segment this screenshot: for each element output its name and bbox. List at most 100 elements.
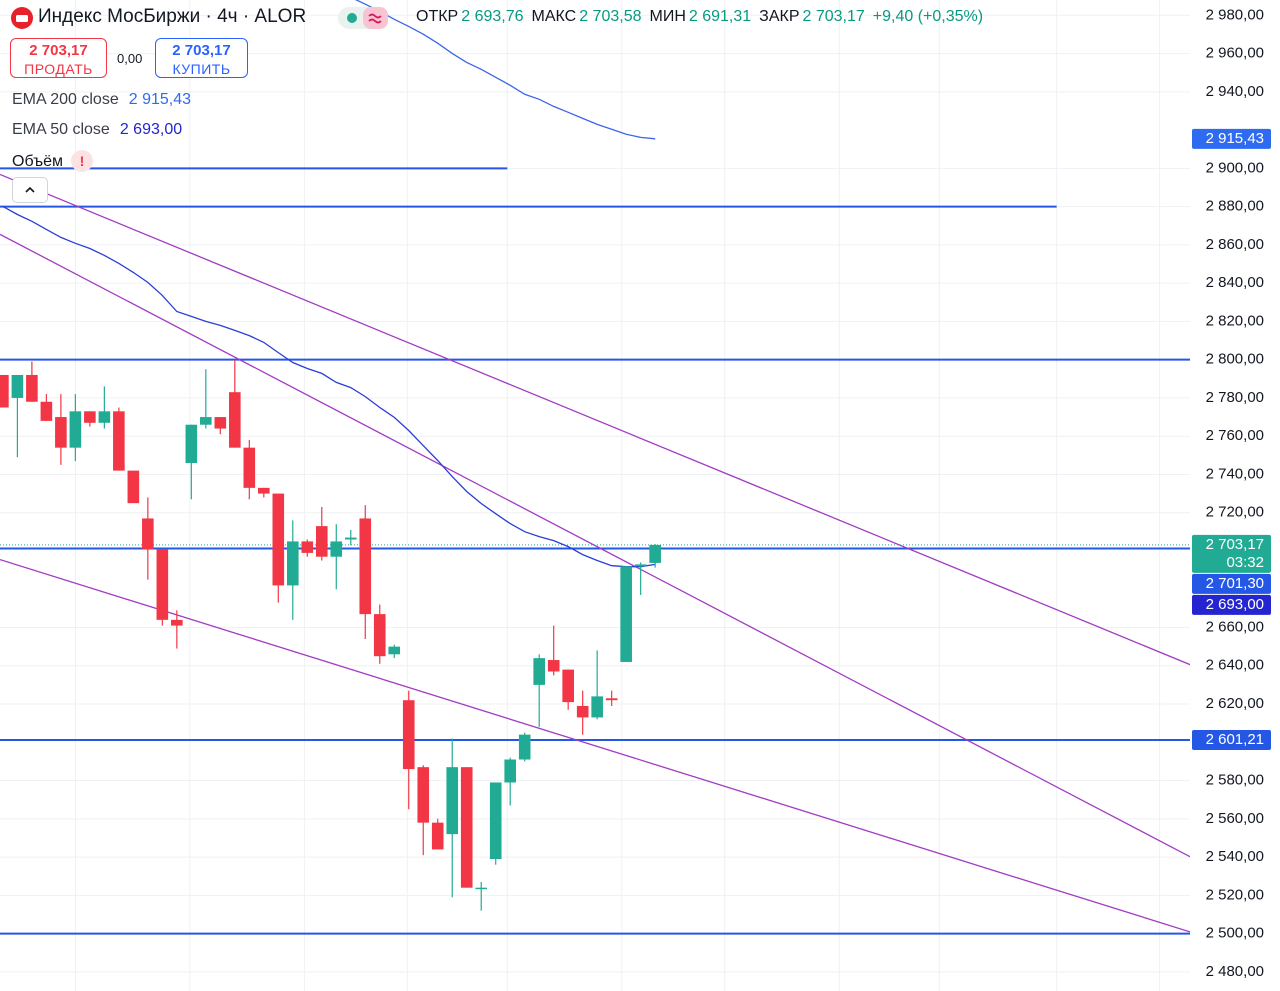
price-tag-timer: 03:32 [1226, 554, 1264, 571]
candle-body [113, 411, 125, 471]
grid [0, 0, 1190, 991]
candle-body [200, 417, 212, 425]
y-tick-label: 2 760,00 [1206, 427, 1264, 444]
y-tick-label: 2 800,00 [1206, 351, 1264, 368]
ema-line [354, 0, 656, 140]
y-tick-label: 2 640,00 [1206, 657, 1264, 674]
ohlc-value: 2 703,58 [579, 8, 642, 25]
candle-body [330, 541, 343, 557]
trend-line [0, 233, 1190, 858]
price-tag [1192, 594, 1271, 615]
y-tick-label: 2 780,00 [1206, 389, 1264, 406]
candle-body [576, 705, 589, 718]
candle-body [229, 392, 241, 448]
y-tick-label: 2 500,00 [1206, 925, 1264, 942]
candle-body [26, 374, 38, 402]
y-tick-label: 2 720,00 [1206, 504, 1264, 521]
candle-body [504, 759, 517, 783]
ohlc-key: ОТКР [416, 8, 459, 25]
spread: 0,00 [117, 51, 143, 66]
y-tick-label: 2 740,00 [1206, 465, 1264, 482]
candle-body [11, 374, 24, 398]
price-tag-label: 2 601,21 [1206, 731, 1264, 748]
plot-area [0, 0, 1190, 935]
candle-body [98, 411, 111, 423]
candle-body [533, 658, 545, 685]
price-tag-label: 2 693,00 [1206, 596, 1264, 613]
price-tag [1192, 573, 1271, 594]
candle-body [417, 767, 430, 823]
y-tick-label: 2 960,00 [1206, 45, 1264, 62]
candle-body [171, 619, 183, 626]
candle-body [142, 518, 154, 550]
buy-button[interactable]: 2 703,17 КУПИТЬ [155, 38, 248, 78]
candle-body [243, 447, 256, 488]
candle-body [258, 487, 270, 494]
candle-body [402, 700, 415, 770]
ohlc-key: МИН [649, 8, 686, 25]
y-tick-label: 2 540,00 [1206, 848, 1264, 865]
volume-indicator[interactable]: Объём! [12, 150, 93, 172]
candle-body [649, 544, 661, 563]
legend-value: 2 693,00 [119, 121, 183, 138]
y-tick-label: 2 620,00 [1206, 695, 1264, 712]
candle-body [388, 646, 401, 655]
trend-line [0, 173, 1190, 666]
ohlc-change: +9,40 (+0,35%) [872, 8, 984, 25]
y-tick-label: 2 820,00 [1206, 312, 1264, 329]
candle-body [620, 566, 632, 662]
logo [11, 7, 33, 29]
y-tick-label: 2 520,00 [1206, 886, 1264, 903]
legend-ema200[interactable]: EMA 200 close 2 915,43 [12, 91, 191, 109]
candle-body [301, 541, 314, 553]
y-tick-label: 2 660,00 [1206, 618, 1264, 635]
buy-price: 2 703,17 [172, 42, 231, 59]
y-tick-label: 2 980,00 [1206, 6, 1264, 23]
candle-body [156, 549, 169, 620]
candle-body [315, 526, 328, 557]
candle-body [40, 401, 53, 421]
price-tag-label: 2 915,43 [1206, 130, 1264, 147]
candle-body [373, 614, 386, 657]
candle-body [272, 493, 285, 586]
ohlc-value: 2 691,31 [688, 8, 752, 25]
y-tick-label: 2 480,00 [1206, 963, 1264, 980]
candle-body [562, 669, 574, 703]
y-tick-label: 2 860,00 [1206, 236, 1264, 253]
legend-name: EMA 50 close [12, 121, 110, 138]
legend-name: EMA 200 close [12, 91, 119, 108]
y-tick-label: 2 940,00 [1206, 83, 1264, 100]
ohlc-value: 2 703,17 [802, 8, 865, 25]
y-tick-label: 2 900,00 [1206, 159, 1264, 176]
candle-body [518, 734, 531, 760]
candle-body [69, 411, 82, 448]
price-tag [1192, 128, 1271, 149]
candle-body [591, 696, 603, 718]
candle-body [359, 518, 372, 615]
ohlc-value: 2 693,76 [461, 8, 524, 25]
sell-price: 2 703,17 [29, 42, 88, 59]
price-tag-label: 2 703,17 [1206, 536, 1264, 553]
sell-label: ПРОДАТЬ [24, 61, 93, 77]
collapse-button[interactable] [12, 177, 48, 203]
candle-body [460, 767, 473, 888]
legend-ema50[interactable]: EMA 50 close 2 693,00 [12, 121, 182, 139]
y-tick-label: 2 840,00 [1206, 274, 1264, 291]
price-tag [1192, 534, 1271, 573]
ohlc-key: ЗАКР [759, 8, 800, 25]
candle-body [286, 541, 299, 586]
trend-line [0, 558, 1190, 933]
candle-body [446, 767, 459, 835]
legend-value: 2 915,43 [128, 91, 192, 108]
ema-line [2, 205, 656, 568]
ohlc-bar: ОТКР 2 693,76 МАКС 2 703,58 МИН 2 691,31 ЗАКР 2… [408, 8, 983, 26]
candle-body [344, 537, 357, 540]
candle-body [634, 564, 647, 567]
candle-body [431, 822, 444, 850]
price-tag [1192, 729, 1271, 750]
candle-body [185, 424, 198, 463]
candle-body [475, 887, 488, 890]
sell-button[interactable]: 2 703,17 ПРОДАТЬ [10, 38, 107, 78]
